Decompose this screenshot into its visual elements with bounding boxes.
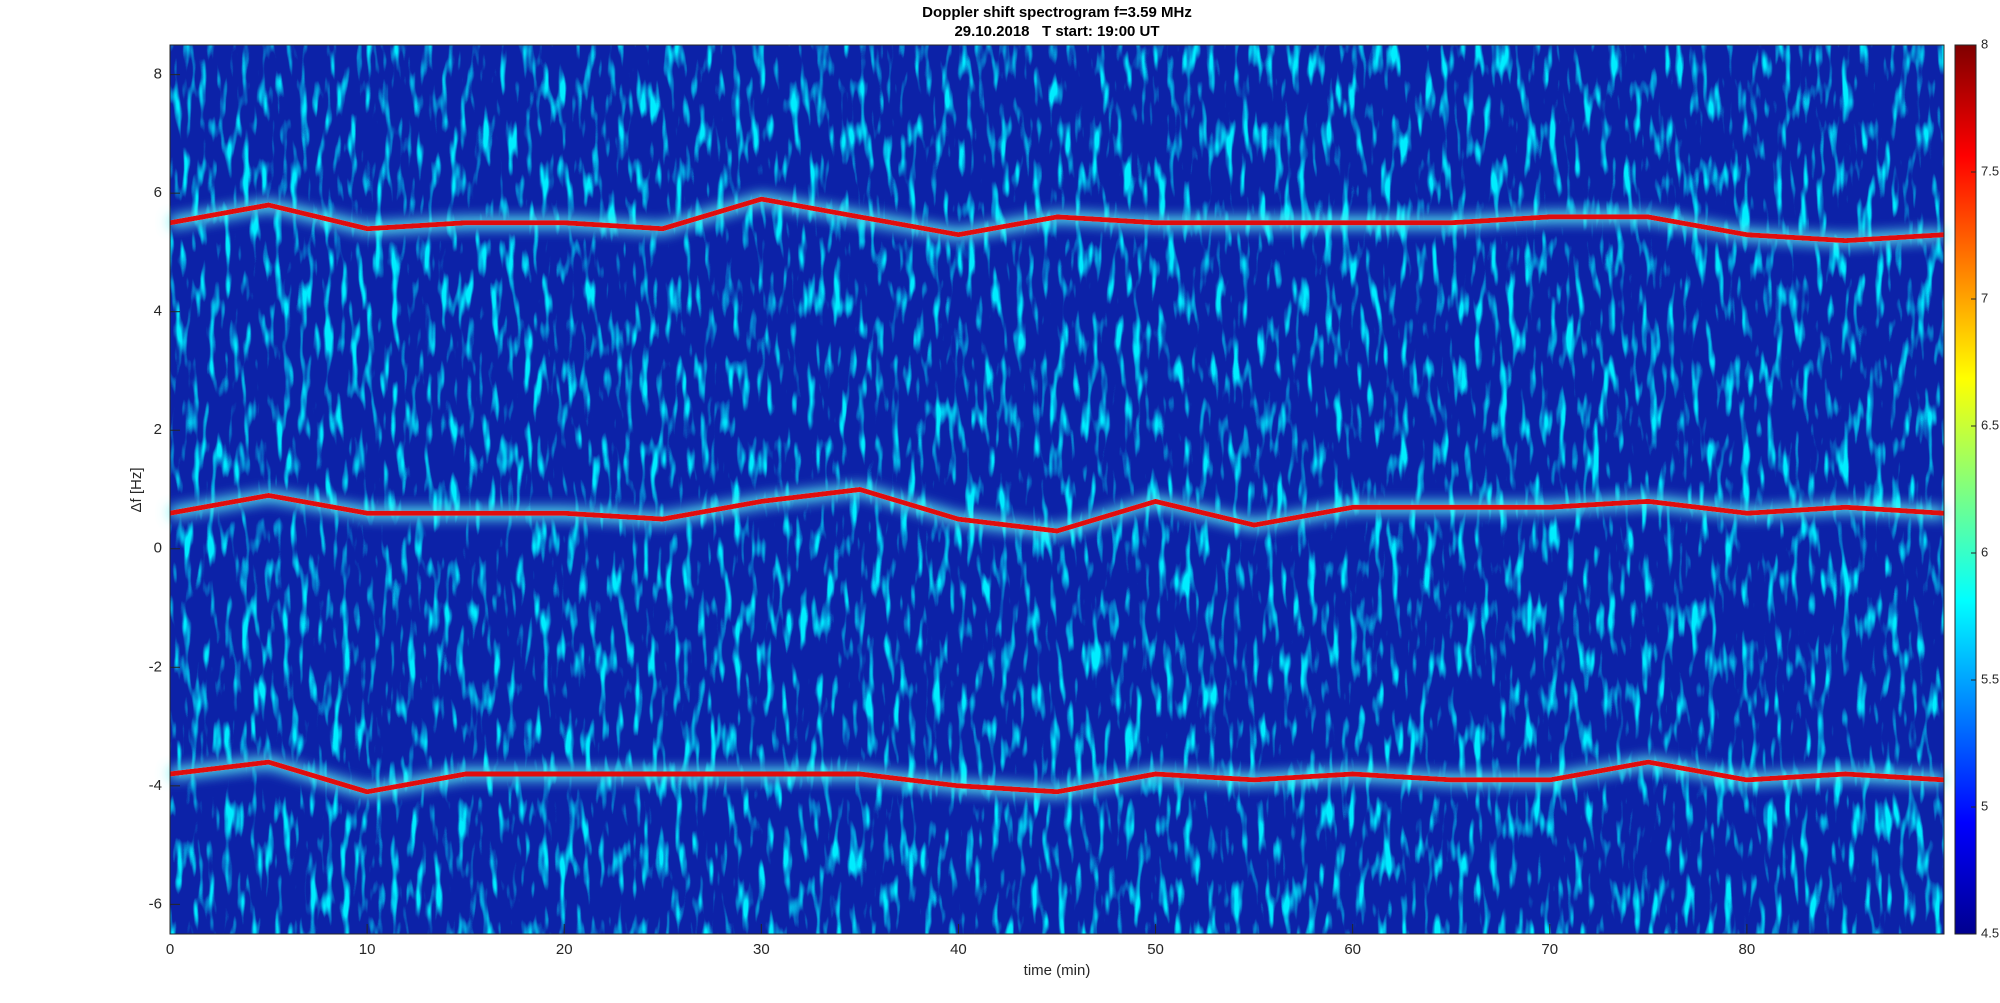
chart-subtitle: 29.10.2018 T start: 19:00 UT [954, 23, 1159, 40]
x-tick-label: 10 [359, 941, 376, 958]
x-tick-label: 20 [556, 941, 573, 958]
y-tick-label: -4 [149, 777, 162, 794]
y-tick-label: 2 [154, 421, 162, 438]
chart-title: Doppler shift spectrogram f=3.59 MHz [922, 4, 1192, 21]
x-axis-label: time (min) [1024, 962, 1091, 979]
x-tick-label: 30 [753, 941, 770, 958]
y-tick-label: -2 [149, 658, 162, 675]
colorbar-tick-label: 6.5 [1981, 417, 1999, 432]
x-tick-label: 60 [1344, 941, 1361, 958]
y-axis-label: Δf [Hz] [128, 467, 145, 512]
colorbar-tick-label: 8 [1981, 36, 1988, 51]
colorbar-tick-label: 6 [1981, 544, 1988, 559]
doppler-trace [169, 487, 1945, 534]
doppler-trace [169, 759, 1945, 795]
x-tick-label: 40 [950, 941, 967, 958]
y-tick-label: 4 [154, 303, 162, 320]
x-tick-label: 70 [1541, 941, 1558, 958]
x-tick-label: 80 [1739, 941, 1756, 958]
y-tick-label: 6 [154, 184, 162, 201]
y-tick-label: -6 [149, 895, 162, 912]
doppler-trace [169, 196, 1945, 244]
colorbar [1954, 44, 1977, 935]
colorbar-tick-label: 5.5 [1981, 671, 1999, 686]
noise-texture [170, 45, 1944, 934]
plot-frame [169, 44, 1945, 935]
x-tick-label: 0 [166, 941, 174, 958]
colorbar-tick-label: 5 [1981, 798, 1988, 813]
y-tick-label: 0 [154, 540, 162, 557]
y-tick-label: 8 [154, 66, 162, 83]
colorbar-tick-label: 4.5 [1981, 925, 1999, 940]
colorbar-tick-label: 7.5 [1981, 163, 1999, 178]
colorbar-tick-label: 7 [1981, 290, 1988, 305]
x-tick-label: 50 [1147, 941, 1164, 958]
